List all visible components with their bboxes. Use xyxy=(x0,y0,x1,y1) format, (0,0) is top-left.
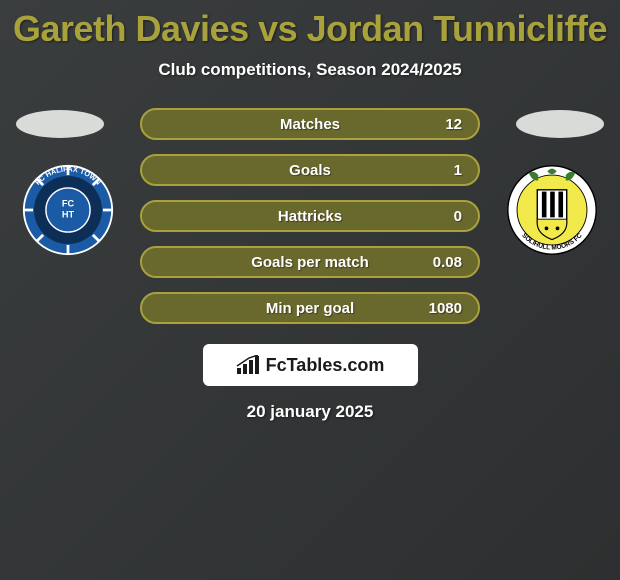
stat-label: Goals per match xyxy=(251,254,369,271)
source-logo: FcTables.com xyxy=(203,344,418,386)
comparison-area: FC HT FC HALIFAX TOWN xyxy=(0,108,620,422)
stat-row-goals: Goals 1 xyxy=(140,154,480,186)
halifax-badge-icon: FC HT FC HALIFAX TOWN xyxy=(22,164,114,256)
stat-row-hattricks: Hattricks 0 xyxy=(140,200,480,232)
stat-row-min-per-goal: Min per goal 1080 xyxy=(140,292,480,324)
page-title: Gareth Davies vs Jordan Tunnicliffe xyxy=(0,0,620,50)
snapshot-date: 20 january 2025 xyxy=(0,402,620,422)
stat-value: 0 xyxy=(454,208,462,225)
source-logo-text: FcTables.com xyxy=(266,355,385,376)
svg-text:FC: FC xyxy=(62,198,75,208)
stat-value: 0.08 xyxy=(433,254,462,271)
stat-row-goals-per-match: Goals per match 0.08 xyxy=(140,246,480,278)
stat-label: Goals xyxy=(289,162,331,179)
player-photo-right xyxy=(516,110,604,138)
stat-label: Matches xyxy=(280,116,340,133)
stat-value: 1080 xyxy=(429,300,462,317)
stat-value: 1 xyxy=(454,162,462,179)
svg-text:HT: HT xyxy=(62,209,75,219)
stat-row-matches: Matches 12 xyxy=(140,108,480,140)
stats-list: Matches 12 Goals 1 Hattricks 0 Goals per… xyxy=(140,108,480,324)
solihull-badge-icon: SOLIHULL MOORS FC xyxy=(506,164,598,256)
stat-label: Min per goal xyxy=(266,300,354,317)
club-badge-right: SOLIHULL MOORS FC xyxy=(506,164,598,256)
player-photo-left xyxy=(16,110,104,138)
chart-icon xyxy=(236,355,260,375)
subtitle: Club competitions, Season 2024/2025 xyxy=(0,60,620,80)
stat-value: 12 xyxy=(445,116,462,133)
club-badge-left: FC HT FC HALIFAX TOWN xyxy=(22,164,114,256)
stat-label: Hattricks xyxy=(278,208,342,225)
